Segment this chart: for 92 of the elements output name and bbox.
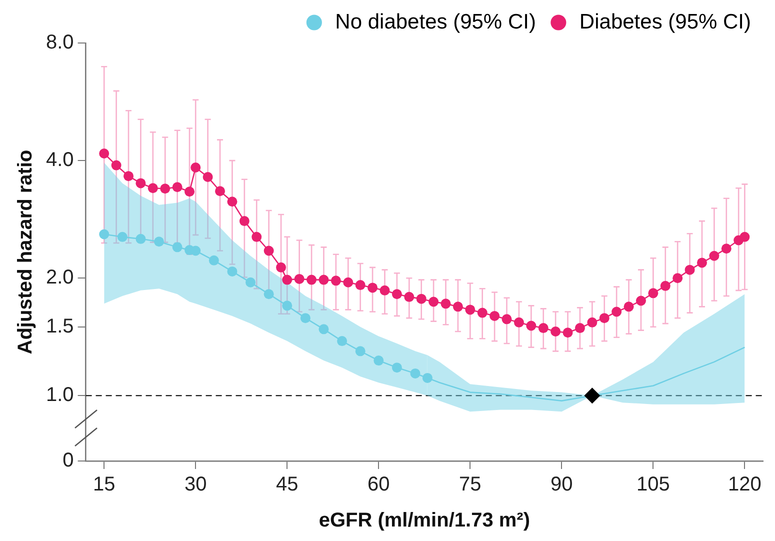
point <box>136 178 146 188</box>
point <box>282 274 292 285</box>
point <box>264 246 274 256</box>
x-tick-label: 15 <box>92 474 116 496</box>
point <box>337 336 348 346</box>
point <box>160 184 170 194</box>
point <box>587 317 598 328</box>
point <box>276 262 286 272</box>
point <box>208 255 219 266</box>
point <box>584 388 600 404</box>
point <box>202 172 213 182</box>
point <box>550 326 561 336</box>
point <box>404 292 414 302</box>
point <box>124 171 134 182</box>
point <box>172 242 182 252</box>
point <box>99 229 110 240</box>
point <box>477 308 488 318</box>
point <box>306 274 317 285</box>
point <box>227 196 238 207</box>
point <box>294 274 304 284</box>
y-tick-label: 1.5 <box>46 315 74 338</box>
point <box>526 320 536 331</box>
point <box>648 288 658 298</box>
point <box>490 310 500 321</box>
y-tick-label: 8.0 <box>46 32 74 54</box>
point <box>227 266 238 276</box>
point <box>252 232 262 242</box>
point <box>300 313 310 324</box>
point <box>215 186 226 196</box>
point <box>355 280 366 290</box>
point <box>514 317 524 328</box>
point <box>190 162 201 172</box>
point <box>343 277 354 288</box>
x-tick-label: 120 <box>728 474 762 496</box>
point <box>148 183 158 194</box>
y-tick-label: 1.0 <box>46 384 74 406</box>
point <box>696 258 707 268</box>
point <box>368 282 378 293</box>
x-tick-label: 105 <box>636 474 670 496</box>
point <box>452 302 463 312</box>
x-tick-label: 60 <box>368 474 390 496</box>
point <box>422 372 432 383</box>
point <box>392 362 402 373</box>
point <box>465 304 476 315</box>
y-tick-label: 0 <box>62 450 74 472</box>
point <box>136 234 146 244</box>
point <box>709 250 720 261</box>
point <box>239 216 250 226</box>
point <box>410 368 420 378</box>
legend-label: No diabetes (95% CI) <box>335 10 536 34</box>
point <box>117 232 128 242</box>
point <box>672 273 683 284</box>
point <box>318 274 329 285</box>
point <box>318 324 329 334</box>
point <box>111 160 122 170</box>
point <box>246 277 256 288</box>
point <box>574 323 585 334</box>
point <box>684 264 695 275</box>
point <box>428 296 439 307</box>
legend-label: Diabetes (95% CI) <box>579 10 752 34</box>
x-tick-label: 75 <box>459 474 482 496</box>
point <box>264 289 274 300</box>
x-tick-label: 45 <box>276 474 298 496</box>
point <box>190 246 201 256</box>
y-tick-label: 4.0 <box>46 149 74 172</box>
point <box>330 276 341 286</box>
point <box>282 300 292 311</box>
point <box>392 289 402 300</box>
point <box>562 328 573 338</box>
point <box>184 186 195 197</box>
x-axis-title: eGFR (ml/min/1.73 m²) <box>318 510 530 532</box>
point <box>355 346 366 356</box>
point <box>660 280 670 291</box>
point <box>599 313 610 324</box>
point <box>172 182 182 192</box>
point <box>154 236 164 247</box>
point <box>538 323 548 334</box>
x-tick-label: 30 <box>184 474 207 496</box>
point <box>721 244 732 254</box>
y-tick-label: 2.0 <box>46 266 74 289</box>
point <box>374 356 384 366</box>
point <box>99 148 110 158</box>
point <box>612 306 622 317</box>
point <box>416 294 426 304</box>
y-axis-title: Adjusted hazard ratio <box>14 150 37 354</box>
point <box>380 285 390 296</box>
x-tick-label: 90 <box>550 474 573 496</box>
point <box>740 232 750 242</box>
point <box>440 298 451 309</box>
point <box>502 314 512 324</box>
point <box>636 296 646 306</box>
point <box>624 302 634 312</box>
